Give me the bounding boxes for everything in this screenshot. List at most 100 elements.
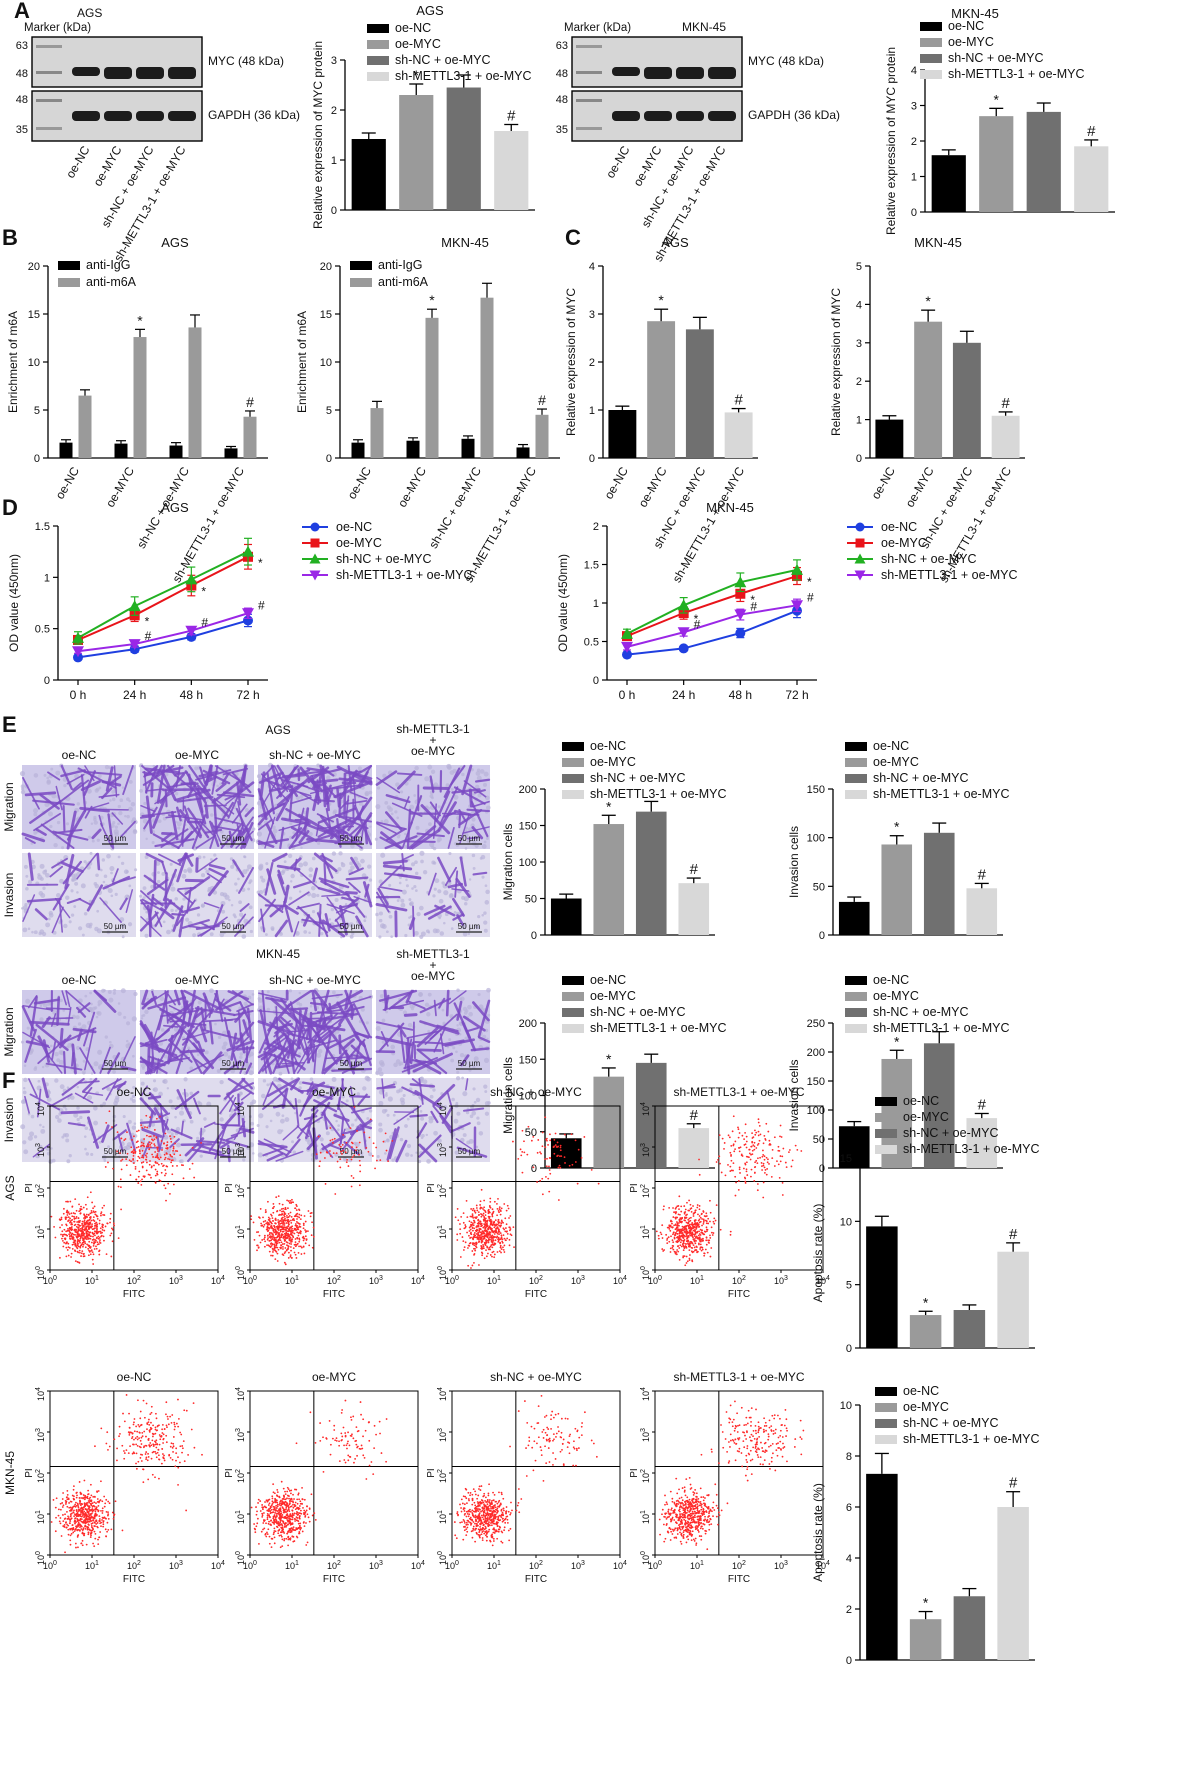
stained-cell	[417, 1048, 442, 1052]
micro-row-label: Invasion	[2, 1098, 16, 1143]
tick-exponent: 1	[95, 1275, 99, 1282]
event-dot	[284, 1219, 287, 1222]
event-dot	[279, 1213, 282, 1216]
legend-label: sh-METTL3-1 + oe-MYC	[590, 787, 727, 801]
invasion-micrograph: 50 µm	[20, 851, 138, 939]
event-dot	[131, 1138, 133, 1141]
pore	[204, 867, 207, 871]
event-dot	[341, 1153, 343, 1155]
stained-cell	[436, 1024, 459, 1033]
event-dot	[173, 1135, 176, 1138]
pore	[419, 905, 424, 911]
pore	[84, 1126, 89, 1131]
stained-cell	[474, 778, 491, 783]
event-dot	[289, 1211, 292, 1214]
pore	[246, 864, 252, 870]
event-dot	[292, 1229, 294, 1232]
event-dot	[74, 1250, 77, 1252]
bar	[169, 445, 183, 458]
pore	[83, 1135, 87, 1138]
pore	[141, 1066, 145, 1070]
pore	[437, 836, 442, 842]
event-dot	[82, 1245, 84, 1248]
pore	[140, 1063, 146, 1069]
event-dot	[165, 1152, 168, 1155]
event-dot	[355, 1146, 358, 1149]
event-dot	[298, 1237, 301, 1240]
pore	[396, 816, 400, 820]
data-point	[242, 608, 254, 620]
y-axis-label: Relative expression of MYC protein	[311, 41, 325, 229]
event-dot	[182, 1177, 185, 1180]
stained-cell	[447, 827, 455, 849]
pore	[336, 1128, 340, 1132]
stained-cell	[384, 835, 418, 850]
y-tick-label: 10	[320, 357, 332, 369]
stained-cell	[401, 854, 414, 861]
stained-cell	[141, 997, 154, 1010]
pore	[25, 887, 29, 891]
pore	[68, 920, 72, 924]
event-dot	[191, 1162, 194, 1165]
significance-mark: #	[978, 866, 987, 883]
pore	[432, 894, 436, 898]
legend-swatch	[562, 992, 584, 1001]
event-dot	[273, 1205, 275, 1208]
stained-cell	[160, 828, 189, 848]
event-dot	[302, 1237, 305, 1240]
pore	[21, 787, 25, 791]
pore	[379, 923, 385, 929]
event-dot	[76, 1221, 79, 1223]
protein-band	[104, 111, 132, 121]
pore	[175, 820, 178, 824]
event-dot	[96, 1227, 98, 1230]
event-dot	[160, 1171, 163, 1174]
pore	[288, 896, 293, 900]
event-dot	[145, 1114, 148, 1117]
stained-cell	[438, 786, 459, 826]
event-dot	[271, 1217, 274, 1219]
legend-label: anti-m6A	[378, 275, 429, 289]
pore	[93, 1061, 99, 1067]
legend-swatch	[845, 992, 867, 1001]
stained-cell	[242, 1019, 250, 1037]
pore	[367, 864, 372, 869]
pore	[467, 1004, 472, 1010]
band-label: MYC (48 kDa)	[748, 54, 824, 68]
stained-cell	[323, 818, 352, 834]
event-dot	[67, 1220, 69, 1222]
stained-cell	[116, 1080, 127, 1091]
event-dot	[81, 1250, 84, 1253]
pore	[235, 889, 239, 892]
event-dot	[111, 1227, 113, 1230]
pore	[424, 776, 430, 782]
stained-cell	[316, 813, 334, 823]
pore	[256, 831, 263, 837]
event-dot	[376, 1159, 378, 1162]
event-dot	[101, 1225, 104, 1228]
event-dot	[262, 1225, 265, 1228]
pore	[59, 878, 64, 884]
stained-cell	[112, 868, 119, 883]
event-dot	[162, 1165, 164, 1168]
scale-label: 50 µm	[458, 922, 481, 931]
legend-swatch	[350, 278, 372, 287]
event-dot	[179, 1154, 182, 1157]
stained-cell	[232, 859, 245, 878]
ladder-band	[576, 45, 602, 48]
event-dot	[121, 1158, 124, 1161]
event-dot	[290, 1249, 292, 1252]
blot-membrane	[31, 36, 203, 88]
y-tick-label: 2	[856, 376, 862, 388]
flow-title: oe-NC	[117, 1085, 152, 1099]
y-tick-label: 0	[44, 675, 50, 687]
stained-cell	[239, 903, 250, 912]
pore	[455, 1101, 459, 1105]
pore	[125, 1021, 131, 1026]
legend-label: oe-NC	[881, 520, 917, 534]
event-dot	[73, 1224, 76, 1227]
pore	[375, 1070, 380, 1076]
y-tick-label: 15	[28, 309, 40, 321]
pore	[56, 820, 61, 825]
event-dot	[285, 1222, 288, 1224]
